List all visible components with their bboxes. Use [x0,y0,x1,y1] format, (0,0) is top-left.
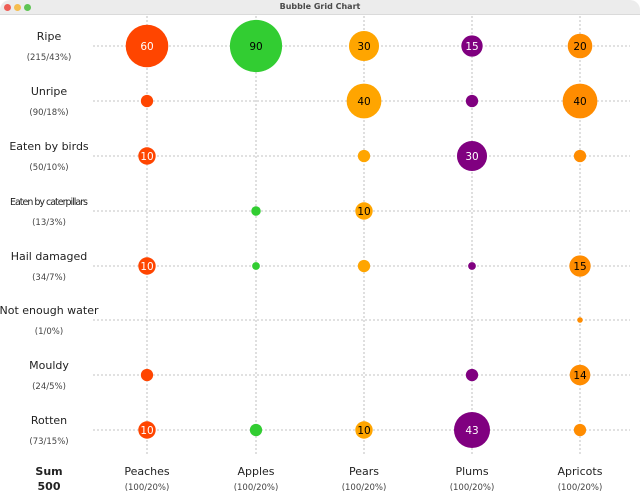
column-labels: Peaches (100/20%) Apples (100/20%) Pears (100… [124,465,602,493]
bubble [249,423,263,437]
bubble [468,262,476,270]
sum-label: Sum [35,465,62,478]
bubble [573,149,587,163]
bubble [465,368,479,382]
bubble [229,19,283,73]
row-summary: (24/5%) [32,382,66,392]
column-summary: (100/20%) [125,483,170,493]
bubble [355,421,373,439]
bubble-value-label: 10 [140,261,153,273]
bubble [456,140,488,172]
bubble [138,147,156,165]
bubble-value-label: 15 [573,261,586,273]
bubble [357,259,371,273]
bubble [348,30,380,62]
close-window-button[interactable] [4,4,11,11]
bubble [252,262,260,270]
bubble [138,421,156,439]
column-label: Pears [349,465,379,478]
window-title: Bubble Grid Chart [279,2,361,11]
bubble-value-label: 10 [140,425,153,437]
bubble [125,24,169,68]
bubble [355,202,373,220]
column-summary: (100/20%) [450,483,495,493]
bubble [465,94,479,108]
column-label: Plums [455,465,488,478]
row-summary: (34/7%) [32,273,66,283]
row-summary: (215/43%) [27,53,72,63]
row-label: Ripe [37,30,62,43]
bubble [562,83,598,119]
bubble-value-label: 10 [357,206,370,218]
column-label: Apricots [558,465,603,478]
bubble-value-label: 10 [357,425,370,437]
bubble-value-label: 30 [357,41,370,53]
bubble [138,257,156,275]
sum-label-group: Sum 500 [35,465,62,493]
row-summary: (13/3%) [32,218,66,228]
minimize-window-button[interactable] [14,4,21,11]
column-summary: (100/20%) [342,483,387,493]
bubble [569,364,591,386]
bubble-value-label: 30 [465,151,478,163]
row-summary: (50/10%) [29,163,68,173]
row-label: Eaten by birds [9,140,89,153]
row-label: Hail damaged [11,250,88,263]
column-label: Peaches [124,465,170,478]
row-labels: Ripe (215/43%) Unripe (90/18%) Eaten by bird… [0,30,99,447]
bubbles: 60 90 30 15 20 40 40 10 30 10 10 15 14 10 10 43 [125,19,598,449]
row-label: Unripe [31,85,68,98]
bubble-value-label: 60 [140,41,153,53]
bubble [461,35,483,57]
bubble-value-label: 43 [465,425,478,437]
column-label: Apples [237,465,274,478]
grid-lines [93,16,630,455]
bubble [569,255,591,277]
row-label: Rotten [31,414,67,427]
maximize-window-button[interactable] [24,4,31,11]
title-bar: Bubble Grid Chart [0,0,640,15]
row-label: Not enough water [0,304,99,317]
bubble-value-label: 40 [357,96,370,108]
bubble-value-label: 20 [573,41,586,53]
bubble [453,411,491,449]
row-label: Eaten by caterpillars [10,197,88,208]
bubble-value-label: 14 [573,370,587,382]
row-summary: (1/0%) [35,327,63,337]
bubble [577,317,583,323]
column-summary: (100/20%) [558,483,603,493]
row-summary: (90/18%) [29,108,68,118]
sum-value: 500 [38,480,61,493]
bubble-value-label: 90 [249,41,262,53]
bubble [573,423,587,437]
bubble [140,94,154,108]
column-summary: (100/20%) [234,483,279,493]
bubble [140,368,154,382]
bubble-value-label: 10 [140,151,153,163]
row-summary: (73/15%) [29,437,68,447]
bubble-value-label: 15 [465,41,478,53]
bubble [251,206,261,216]
row-label: Mouldy [29,359,69,372]
bubble [346,83,382,119]
bubble [567,33,593,59]
bubble [357,149,371,163]
bubble-value-label: 40 [573,96,586,108]
